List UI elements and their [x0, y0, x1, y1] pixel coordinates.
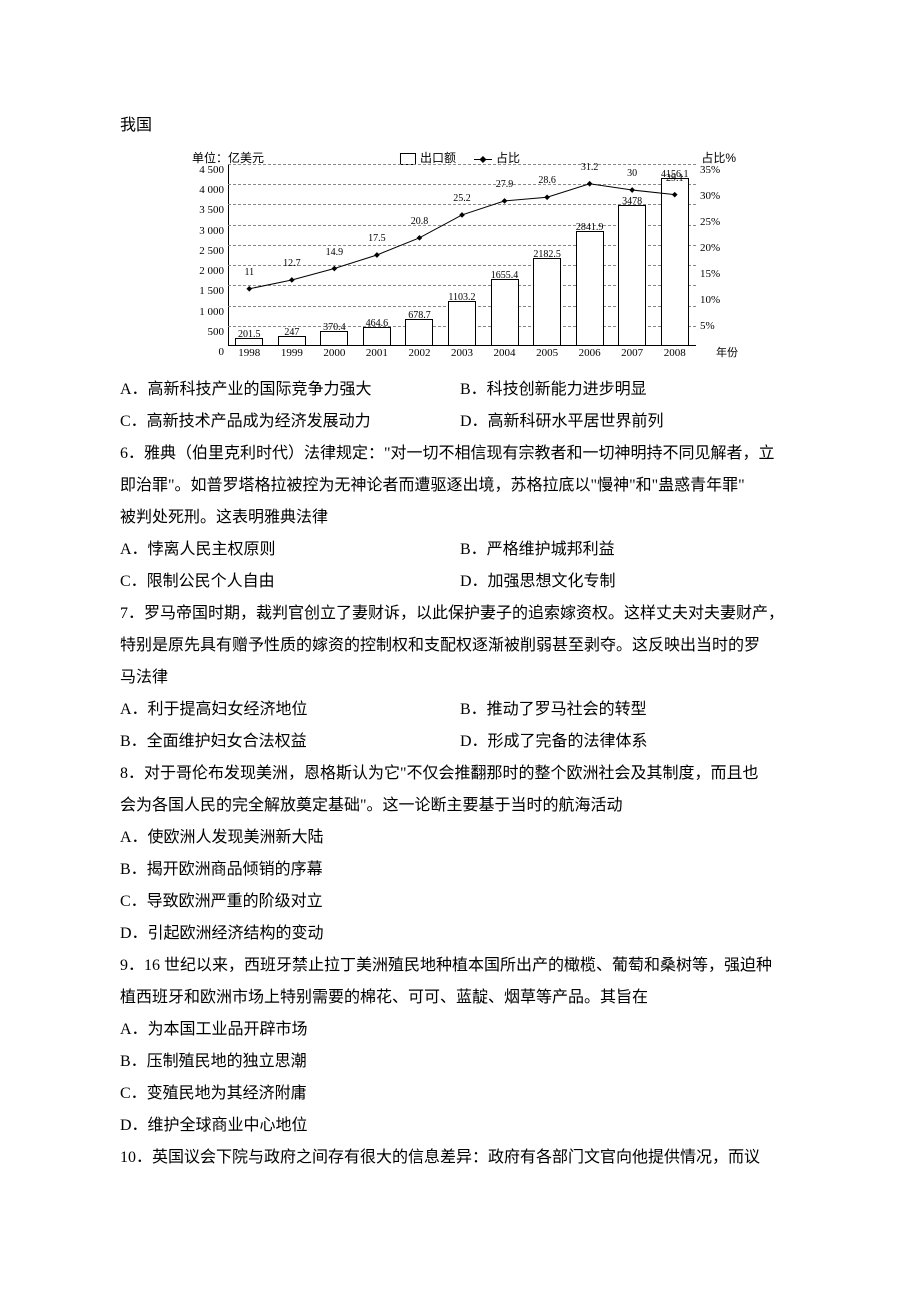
q7-stem-3: 马法律: [120, 662, 800, 694]
q8-option-a: A．使欧洲人发现美洲新大陆: [120, 822, 800, 854]
q5-option-d: D．高新科研水平居世界前列: [460, 406, 800, 438]
q9-stem-1: 9．16 世纪以来，西班牙禁止拉丁美洲殖民地种植本国所出产的橄榄、葡萄和桑树等，…: [120, 950, 800, 982]
page: 我国 单位：亿美元 占比% 出口额 占比 年份 05001 0001 5002 …: [0, 0, 920, 1214]
q6-option-d: D．加强思想文化专制: [460, 566, 800, 598]
q5-option-c: C．高新技术产品成为经济发展动力: [120, 406, 460, 438]
q8-option-d: D．引起欧洲经济结构的变动: [120, 918, 800, 950]
legend-bar-label: 出口额: [420, 151, 456, 165]
q9-option-b: B．压制殖民地的独立思潮: [120, 1046, 800, 1078]
q8-stem-2: 会为各国人民的完全解放奠定基础"。这一论断主要基于当时的航海活动: [120, 790, 800, 822]
q7-stem-2: 特别是原先具有赠予性质的嫁资的控制权和支配权逐渐被削弱甚至剥夺。这反映出当时的罗: [120, 630, 800, 662]
q7-option-c: B．全面维护妇女合法权益: [120, 726, 460, 758]
q7-option-d: D．形成了完备的法律体系: [460, 726, 800, 758]
q7-option-b: B．推动了罗马社会的转型: [460, 694, 800, 726]
q6-stem-2: 即治罪"。如普罗塔格拉被控为无神论者而遭驱逐出境，苏格拉底以"慢神"和"蛊惑青年…: [120, 470, 800, 502]
q6-stem-1: 6．雅典（伯里克利时代）法律规定："对一切不相信现有宗教者和一切神明持不同见解者…: [120, 438, 800, 470]
q8-option-c: C．导致欧洲严重的阶级对立: [120, 886, 800, 918]
q6-option-b: B．严格维护城邦利益: [460, 534, 800, 566]
q6-option-c: C．限制公民个人自由: [120, 566, 460, 598]
export-chart: 单位：亿美元 占比% 出口额 占比 年份 05001 0001 5002 000…: [180, 146, 740, 366]
q6-stem-3: 被判处死刑。这表明雅典法律: [120, 502, 800, 534]
legend-line-icon: [474, 159, 492, 160]
legend-line-label: 占比: [496, 151, 520, 165]
q6-option-a: A．悖离人民主权原则: [120, 534, 460, 566]
x-axis-unit: 年份: [716, 342, 738, 364]
q5-options-row2: C．高新技术产品成为经济发展动力 D．高新科研水平居世界前列: [120, 406, 800, 438]
q7-options-row1: A．利于提高妇女经济地位 B．推动了罗马社会的转型: [120, 694, 800, 726]
q6-options-row2: C．限制公民个人自由 D．加强思想文化专制: [120, 566, 800, 598]
q9-stem-2: 植西班牙和欧洲市场上特别需要的棉花、可可、蓝靛、烟草等产品。其旨在: [120, 982, 800, 1014]
q5-option-b: B．科技创新能力进步明显: [460, 374, 800, 406]
q9-option-a: A．为本国工业品开辟市场: [120, 1014, 800, 1046]
q9-option-d: D．维护全球商业中心地位: [120, 1110, 800, 1142]
q7-options-row2: B．全面维护妇女合法权益 D．形成了完备的法律体系: [120, 726, 800, 758]
q5-options-row1: A．高新科技产业的国际竞争力强大 B．科技创新能力进步明显: [120, 374, 800, 406]
q7-option-a: A．利于提高妇女经济地位: [120, 694, 460, 726]
chart-container: 单位：亿美元 占比% 出口额 占比 年份 05001 0001 5002 000…: [120, 146, 800, 366]
lead-text: 我国: [120, 110, 800, 142]
q8-option-b: B．揭开欧洲商品倾销的序幕: [120, 854, 800, 886]
q7-stem-1: 7．罗马帝国时期，裁判官创立了妻财诉，以此保护妻子的追索嫁资权。这样丈夫对夫妻财…: [120, 598, 800, 630]
q6-options-row1: A．悖离人民主权原则 B．严格维护城邦利益: [120, 534, 800, 566]
q10-stem-1: 10．英国议会下院与政府之间存有很大的信息差异：政府有各部门文官向他提供情况，而…: [120, 1142, 800, 1174]
q5-option-a: A．高新科技产业的国际竞争力强大: [120, 374, 460, 406]
q8-stem-1: 8．对于哥伦布发现美洲，恩格斯认为它"不仅会推翻那时的整个欧洲社会及其制度，而且…: [120, 758, 800, 790]
q9-option-c: C．变殖民地为其经济附庸: [120, 1078, 800, 1110]
